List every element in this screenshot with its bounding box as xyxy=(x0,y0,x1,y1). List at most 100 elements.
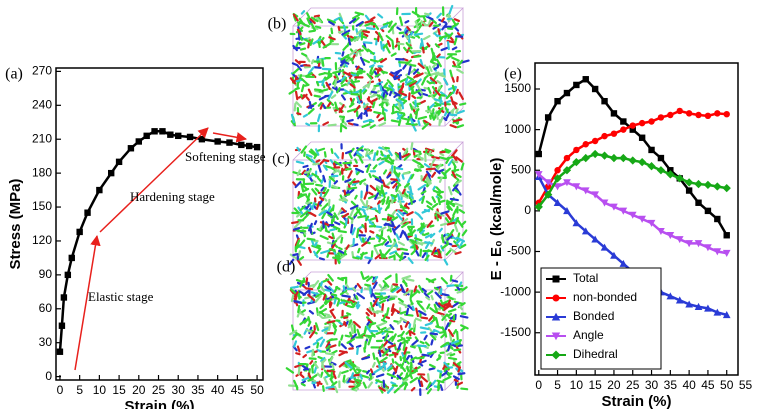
chain-segment xyxy=(388,335,395,342)
chain-segment xyxy=(413,32,424,36)
chain-segment xyxy=(375,330,384,335)
marker xyxy=(573,146,580,154)
chain-segment xyxy=(349,360,357,368)
y-tick-label: 210 xyxy=(32,131,52,145)
chain-segment xyxy=(376,156,382,161)
x-tick-label: 0 xyxy=(535,378,542,392)
chain-segment xyxy=(457,372,466,376)
chain-segment xyxy=(410,173,415,180)
chain-segment xyxy=(417,164,421,170)
chain-segment xyxy=(294,244,301,251)
chain-segment xyxy=(311,364,314,374)
chain-segment xyxy=(385,307,390,317)
chain-segment xyxy=(381,189,386,199)
marker xyxy=(648,146,655,154)
chain-segment xyxy=(456,290,463,294)
marker xyxy=(628,211,637,219)
chain-segment xyxy=(436,163,442,171)
chain-segment xyxy=(459,240,464,247)
chain-segment xyxy=(369,93,378,98)
chain-segment xyxy=(310,59,315,65)
chain-segment xyxy=(452,60,456,66)
chain-segment xyxy=(395,98,403,104)
chain-segment xyxy=(403,27,408,33)
marker xyxy=(620,118,627,125)
chain-segment xyxy=(458,91,464,101)
chain-segment xyxy=(307,88,313,97)
chain-segment xyxy=(309,283,315,288)
chain-segment xyxy=(375,379,383,384)
x-tick-label: 50 xyxy=(720,378,734,392)
chain-segment xyxy=(432,189,442,195)
chain-segment xyxy=(327,213,333,218)
marker xyxy=(563,89,571,97)
chain-segment xyxy=(332,162,337,169)
chain-segment xyxy=(329,247,336,252)
chain-segment xyxy=(421,46,425,54)
chain-segment xyxy=(395,184,400,193)
chain-segment xyxy=(292,253,299,257)
chain-segment xyxy=(449,69,453,78)
y-axis-label: Stress (MPa) xyxy=(7,179,24,270)
chain-segment xyxy=(314,25,322,29)
chain-segment xyxy=(333,385,339,394)
chain-segment xyxy=(304,345,311,350)
chain-segment xyxy=(356,282,362,289)
chain-segment xyxy=(358,178,367,184)
chain-segment xyxy=(391,286,400,294)
chain-segment xyxy=(389,250,398,255)
chain-segment xyxy=(314,148,320,156)
chain-segment xyxy=(424,254,430,261)
chain-segment xyxy=(401,153,410,159)
chain-segment xyxy=(334,72,340,81)
marker xyxy=(722,249,731,257)
chain-segment xyxy=(322,315,333,320)
chain-segment xyxy=(379,84,383,92)
chain-segment xyxy=(386,79,394,87)
chain-segment xyxy=(435,211,439,222)
legend-label: non-bonded xyxy=(573,290,637,304)
chain-segment xyxy=(393,387,400,394)
chain-segment xyxy=(368,172,372,179)
chain-segment xyxy=(387,235,392,243)
chain-segment xyxy=(339,16,344,22)
chain-segment xyxy=(423,12,430,16)
chain-segment xyxy=(413,285,418,293)
chain-segment xyxy=(340,369,349,374)
chain-segment xyxy=(340,54,350,61)
chain-segment xyxy=(436,248,442,257)
marker xyxy=(253,143,261,151)
chain-segment xyxy=(437,196,441,206)
chain-segment xyxy=(446,39,456,44)
chain-segment xyxy=(346,118,354,123)
marker xyxy=(84,209,91,216)
chain-segment xyxy=(403,191,409,198)
chain-segment xyxy=(291,332,299,341)
chain-segment xyxy=(374,67,382,72)
chain-segment xyxy=(426,80,432,85)
marker xyxy=(238,141,245,149)
chain-segment xyxy=(395,180,402,187)
chain-segment xyxy=(391,28,395,35)
chain-segment xyxy=(377,343,384,352)
chain-segment xyxy=(399,247,409,252)
chain-segment xyxy=(307,211,317,217)
chain-segment xyxy=(418,375,422,381)
chain-segment xyxy=(352,180,360,184)
marker xyxy=(108,169,115,177)
chain-segment xyxy=(317,147,326,152)
chain-segment xyxy=(327,198,331,207)
marker xyxy=(714,110,721,117)
chain-segment xyxy=(344,150,353,155)
chain-segment xyxy=(410,142,414,151)
chain-segment xyxy=(398,91,408,97)
chain-segment xyxy=(315,16,322,23)
chain-segment xyxy=(383,248,391,257)
chain-segment xyxy=(419,222,425,231)
x-tick-label: 5 xyxy=(554,378,561,392)
chain-segment xyxy=(338,361,346,368)
marker xyxy=(666,232,675,240)
chain-segment xyxy=(403,46,408,52)
marker xyxy=(610,203,618,211)
